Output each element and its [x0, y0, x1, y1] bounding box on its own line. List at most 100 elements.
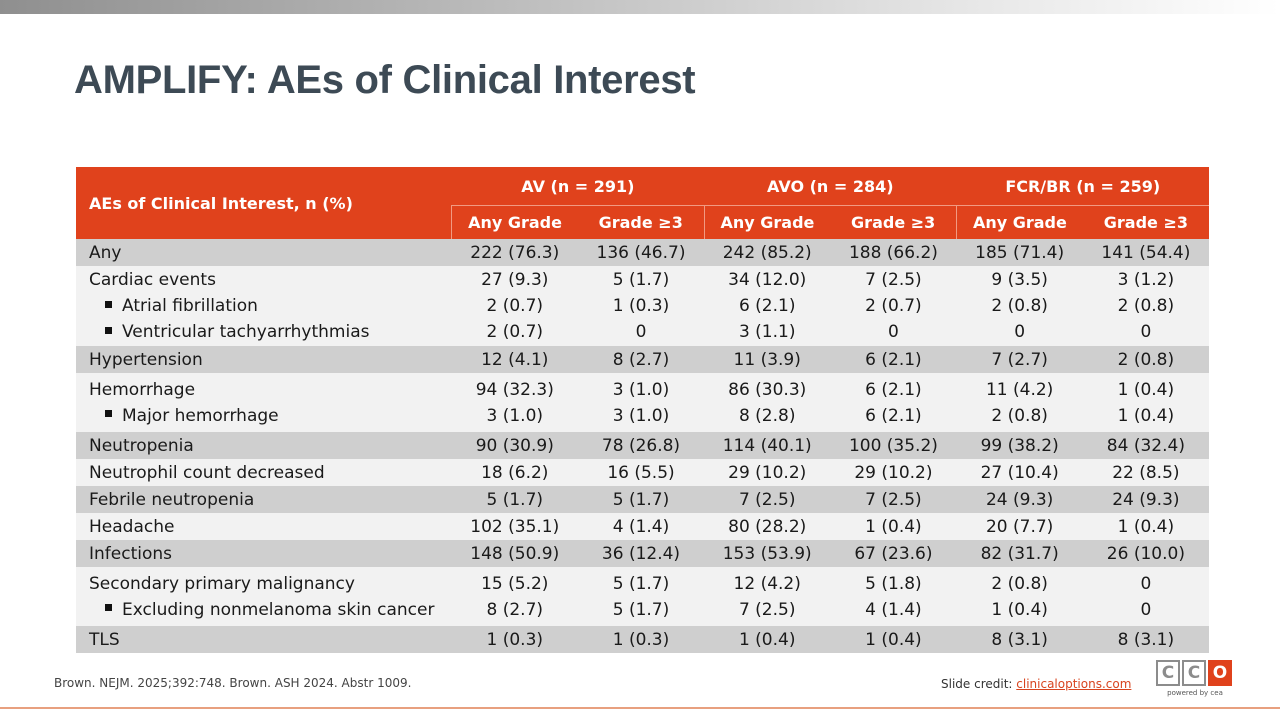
cell-value: 78 (26.8) [601, 435, 681, 456]
row-label: Atrial fibrillation [122, 296, 258, 316]
logo-letter-c2: C [1182, 660, 1206, 686]
value-cell: 6 (2.1) 6 (2.1) [830, 373, 957, 432]
value-cell: 67 (23.6) [830, 540, 957, 567]
square-bullet-icon [105, 326, 112, 334]
row-label-cell: Cardiac events Atrial fibrillation Ventric… [76, 266, 452, 346]
cell-value: 5 (1.7) [612, 599, 670, 620]
cell-value: 3 (1.0) [486, 405, 544, 426]
value-cell: 7 (2.5) 2 (0.7) 0 [830, 266, 957, 346]
row-label: Hemorrhage [89, 379, 196, 400]
row-label-cell: Neutrophil count decreased [76, 459, 452, 486]
value-cell: 15 (5.2) 8 (2.7) [451, 567, 578, 626]
value-cell: 29 (10.2) [704, 459, 831, 486]
row-label-cell: Hemorrhage Major hemorrhage [76, 373, 452, 432]
value-cell: 12 (4.1) [451, 346, 578, 373]
table-row: TLS 1 (0.3) 1 (0.3) 1 (0.4) 1 (0.4) 8 (3.1) 8 … [76, 626, 1209, 653]
cell-value: 148 (50.9) [470, 543, 560, 564]
value-cell: 18 (6.2) [451, 459, 578, 486]
row-label: Any [89, 242, 122, 263]
credit-label: Slide credit: [941, 677, 1017, 691]
value-cell: 222 (76.3) [451, 239, 578, 266]
value-cell: 36 (12.4) [577, 540, 705, 567]
cell-value: 2 (0.7) [486, 296, 544, 316]
row-label-cell: Neutropenia [76, 432, 452, 459]
value-cell: 1 (0.4) [704, 626, 831, 653]
value-cell: 11 (4.2) 2 (0.8) [956, 373, 1083, 432]
cell-value: 3 (1.1) [738, 322, 796, 342]
cell-value: 8 (2.7) [612, 349, 670, 370]
table-row: Hypertension 12 (4.1) 8 (2.7) 11 (3.9) 6 (2.… [76, 346, 1209, 373]
cell-value: 5 (1.7) [612, 573, 670, 594]
value-cell: 3 (1.2) 2 (0.8) 0 [1082, 266, 1209, 346]
sub-item: Ventricular tachyarrhythmias [89, 319, 452, 345]
value-cell: 188 (66.2) [830, 239, 957, 266]
value-cell: 7 (2.5) [830, 486, 957, 513]
value-cell: 136 (46.7) [577, 239, 705, 266]
cell-value: 3 (1.0) [612, 379, 670, 400]
cell-value: 26 (10.0) [1106, 543, 1185, 564]
cell-value: 29 (10.2) [728, 462, 807, 483]
cell-value: 34 (12.0) [728, 270, 807, 290]
cell-value: 99 (38.2) [980, 435, 1059, 456]
cell-value: 12 (4.1) [481, 349, 549, 370]
cell-value: 0 [888, 322, 899, 342]
cell-value: 0 [635, 322, 647, 342]
cell-value: 82 (31.7) [980, 543, 1059, 564]
group-header-av: AV (n = 291) [451, 167, 705, 206]
value-cell: 16 (5.5) [577, 459, 705, 486]
value-cell: 102 (35.1) [451, 513, 578, 540]
cell-value: 136 (46.7) [596, 242, 686, 263]
cell-value: 1 (0.4) [865, 629, 922, 650]
cell-value: 20 (7.7) [985, 516, 1054, 537]
value-cell: 1 (0.4) 1 (0.4) [1082, 373, 1209, 432]
row-label-cell: TLS [76, 626, 452, 653]
value-cell: 5 (1.8) 4 (1.4) [830, 567, 957, 626]
cell-value: 6 (2.1) [738, 296, 796, 316]
value-cell: 82 (31.7) [956, 540, 1083, 567]
subheader-avo-grade3: Grade ≥3 [830, 205, 957, 239]
cell-value: 11 (4.2) [985, 379, 1054, 400]
row-label: Neutropenia [89, 435, 194, 456]
subheader-fcr-any-grade: Any Grade [956, 205, 1083, 239]
table-row: Febrile neutropenia 5 (1.7) 5 (1.7) 7 (2.5)… [76, 486, 1209, 513]
cell-value: 0 [1140, 573, 1152, 594]
cell-value: 24 (9.3) [985, 489, 1054, 510]
row-label: Excluding nonmelanoma skin cancer [122, 599, 435, 620]
cell-value: 27 (10.4) [980, 462, 1059, 483]
square-bullet-icon [105, 410, 112, 417]
value-cell: 99 (38.2) [956, 432, 1083, 459]
cell-value: 153 (53.9) [722, 543, 812, 564]
cell-value: 27 (9.3) [481, 270, 549, 290]
cell-value: 6 (2.1) [865, 379, 922, 400]
cell-value: 1 (0.3) [612, 296, 670, 316]
ae-category: Febrile neutropenia [89, 487, 452, 513]
cell-value: 90 (30.9) [475, 435, 554, 456]
cell-value: 114 (40.1) [722, 435, 812, 456]
credit-link[interactable]: clinicaloptions.com [1016, 677, 1132, 691]
cell-value: 4 (1.4) [612, 516, 670, 537]
cell-value: 15 (5.2) [481, 573, 549, 594]
cell-value: 86 (30.3) [728, 379, 807, 400]
value-cell: 7 (2.7) [956, 346, 1083, 373]
cell-value: 8 (2.8) [738, 405, 796, 426]
cell-value: 12 (4.2) [733, 573, 801, 594]
cell-value: 3 (1.0) [612, 405, 670, 426]
logo-letter-c1: C [1156, 660, 1180, 686]
row-label-cell: Secondary primary malignancy Excluding no… [76, 567, 452, 626]
cell-value: 7 (2.5) [738, 489, 796, 510]
value-cell: 24 (9.3) [956, 486, 1083, 513]
ae-category: Infections [89, 541, 452, 567]
cell-value: 141 (54.4) [1101, 242, 1191, 263]
sub-item: Major hemorrhage [89, 403, 452, 429]
cell-value: 36 (12.4) [601, 543, 681, 564]
ae-category: Any [89, 240, 452, 266]
row-label-cell: Headache [76, 513, 452, 540]
cell-value: 188 (66.2) [848, 242, 938, 263]
cell-value: 80 (28.2) [728, 516, 807, 537]
cell-value: 185 (71.4) [975, 242, 1065, 263]
sub-item: Excluding nonmelanoma skin cancer [89, 597, 452, 623]
value-cell: 242 (85.2) [704, 239, 831, 266]
ae-category: Neutrophil count decreased [89, 460, 452, 486]
subheader-avo-any-grade: Any Grade [703, 205, 831, 239]
